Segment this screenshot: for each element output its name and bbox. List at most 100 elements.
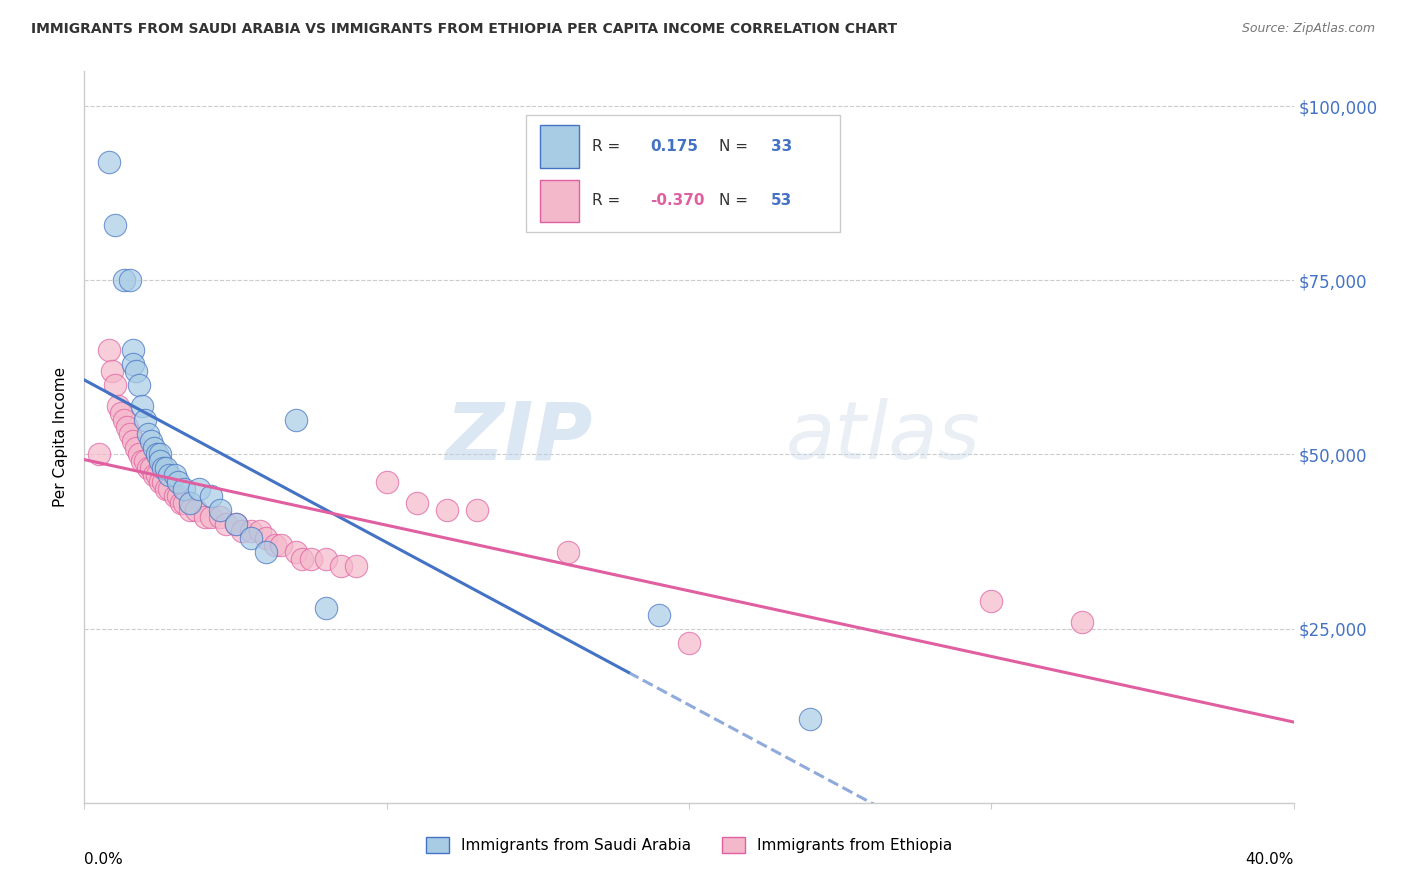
Point [225,517,247,532]
Text: 0.0%: 0.0% [84,852,124,866]
Text: R =: R = [592,139,626,154]
Point [121,343,143,357]
Text: 0.175: 0.175 [650,139,699,154]
Point [121,434,143,448]
Point [110,406,132,420]
Point [112,412,135,426]
Point [139,461,162,475]
Point [231,524,253,538]
Point [194,510,217,524]
Point [118,273,141,287]
Point [239,531,262,545]
Point [186,503,208,517]
Text: 53: 53 [770,194,793,209]
Point [112,273,135,287]
Point [200,510,222,524]
Point [167,475,190,490]
Bar [540,179,579,222]
Point [285,412,308,426]
Text: -0.370: -0.370 [650,194,704,209]
Point [557,545,579,559]
Point [115,419,138,434]
Y-axis label: Per Capita Income: Per Capita Income [52,367,67,508]
Point [188,483,211,497]
Point [375,475,398,490]
Point [149,475,172,490]
Point [104,377,127,392]
FancyBboxPatch shape [526,115,841,232]
Point [1071,615,1094,629]
Text: 40.0%: 40.0% [1246,852,1294,866]
Point [980,594,1002,608]
Point [799,712,821,726]
Point [209,503,232,517]
Point [239,524,262,538]
Point [155,483,177,497]
Point [104,218,127,232]
Point [136,426,159,441]
Bar [540,126,579,168]
Point [270,538,292,552]
Point [165,468,187,483]
Point [299,552,322,566]
Legend: Immigrants from Saudi Arabia, Immigrants from Ethiopia: Immigrants from Saudi Arabia, Immigrants… [418,830,960,861]
Point [100,364,122,378]
Text: 33: 33 [770,139,793,154]
Point [406,496,429,510]
Point [149,454,172,468]
Point [125,441,148,455]
Point [107,399,129,413]
Point [128,448,150,462]
Point [254,545,277,559]
Text: N =: N = [720,139,754,154]
Point [155,461,177,475]
Point [249,524,271,538]
Point [157,483,180,497]
Point [346,558,368,573]
Point [315,552,337,566]
Point [139,434,162,448]
Point [146,448,169,462]
Point [285,545,308,559]
Point [263,538,285,552]
Text: ZIP: ZIP [444,398,592,476]
Point [209,510,232,524]
Point [167,489,190,503]
Point [678,635,700,649]
Text: Source: ZipAtlas.com: Source: ZipAtlas.com [1241,22,1375,36]
Point [330,558,353,573]
Point [467,503,489,517]
Point [173,496,195,510]
Point [179,503,201,517]
Point [136,461,159,475]
Point [125,364,148,378]
Point [131,454,153,468]
Point [118,426,141,441]
Point [173,483,195,497]
Point [149,448,172,462]
Text: R =: R = [592,194,626,209]
Point [134,454,156,468]
Point [121,357,143,371]
Point [291,552,314,566]
Point [170,496,193,510]
Point [254,531,277,545]
Point [315,600,337,615]
Point [142,468,165,483]
Point [128,377,150,392]
Point [165,489,187,503]
Text: atlas: atlas [786,398,980,476]
Point [152,475,174,490]
Point [134,412,156,426]
Point [131,399,153,413]
Point [142,441,165,455]
Point [146,468,169,483]
Point [225,517,247,532]
Point [648,607,671,622]
Point [97,155,120,169]
Text: N =: N = [720,194,754,209]
Point [200,489,222,503]
Point [436,503,458,517]
Point [157,468,180,483]
Point [97,343,120,357]
